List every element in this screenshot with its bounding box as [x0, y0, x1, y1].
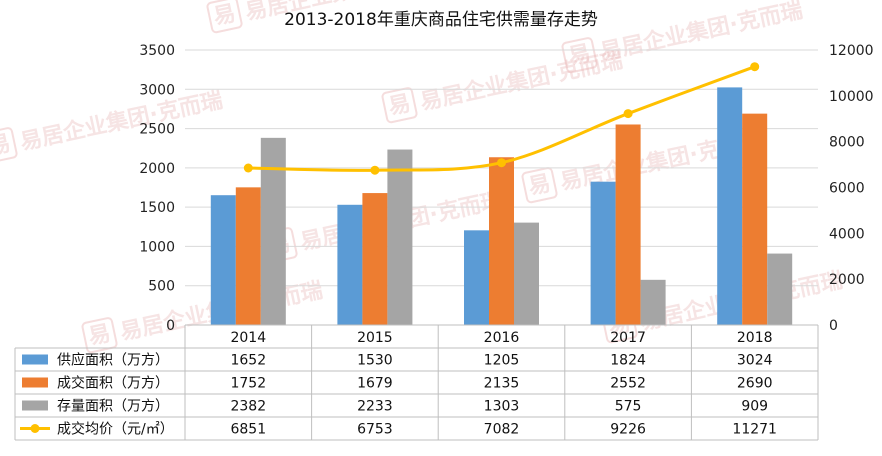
legend-label: 存量面积（万方）: [57, 399, 169, 415]
y-right-tick-label: 10000: [829, 89, 874, 105]
watermark-seal-text: 易: [86, 321, 113, 350]
data-label: 3024: [737, 353, 773, 369]
x-tick-label: 2015: [357, 330, 393, 346]
bar: [615, 124, 641, 325]
data-label: 1652: [230, 353, 266, 369]
y-left-tick-label: 2500: [139, 122, 175, 138]
data-label: 6851: [230, 422, 266, 438]
line-point: [750, 62, 760, 72]
data-label: 1303: [484, 399, 520, 415]
y-right-tick-label: 8000: [829, 135, 865, 151]
y-left-tick-label: 1500: [139, 200, 175, 216]
legend-swatch: [22, 354, 48, 365]
data-label: 11271: [732, 422, 777, 438]
bar: [489, 157, 514, 325]
y-axis-right: 0 2000 4000 6000 8000 10000 12000: [829, 43, 874, 334]
watermark-text: 易居企业集团·克而瑞: [598, 0, 805, 65]
watermark-seal-text: 易: [526, 171, 553, 200]
chart-title: 2013-2018年重庆商品住宅供需量存走势: [284, 10, 598, 30]
bar: [210, 195, 236, 325]
y-left-tick-label: 3500: [139, 43, 175, 59]
legend-label: 成交面积（万方）: [57, 375, 169, 392]
data-label: 1530: [357, 353, 393, 369]
bar: [640, 279, 666, 325]
legend-swatch: [22, 400, 48, 411]
watermark-seal-text: 易: [211, 1, 238, 30]
y-right-tick-label: 4000: [829, 226, 865, 242]
data-label: 1205: [484, 353, 520, 369]
data-label: 2382: [230, 399, 266, 415]
bar: [717, 87, 743, 326]
watermark-text: 易居企业集团·克而瑞: [18, 87, 225, 155]
legend-label: 成交均价（元/㎡）: [57, 421, 174, 438]
data-label: 2135: [484, 376, 520, 392]
data-label: 575: [615, 399, 642, 415]
y-left-tick-label: 0: [166, 318, 175, 334]
legend-marker: [30, 424, 40, 433]
watermark: 易易居企业集团·克而瑞: [0, 87, 225, 164]
watermark-seal-icon: [521, 167, 558, 204]
y-left-tick-label: 2000: [139, 161, 175, 177]
watermark-seal-text: 易: [386, 91, 413, 120]
line-point: [497, 158, 506, 168]
bar-series: [210, 87, 793, 326]
legend-swatch: [22, 377, 48, 388]
y-right-tick-label: 6000: [829, 181, 865, 197]
legend-label: 供应面积（万方）: [57, 352, 169, 369]
y-left-tick-label: 3000: [139, 82, 175, 98]
watermark-seal-text: 易: [566, 41, 593, 70]
bar: [590, 181, 616, 325]
data-label: 7082: [484, 422, 520, 438]
bar: [337, 204, 363, 325]
watermark-seal-icon: [0, 127, 18, 164]
y-axis-left: 0 500 1000 1500 2000 2500 3000 3500: [139, 43, 175, 334]
data-label: 1679: [357, 376, 393, 392]
data-label: 9226: [610, 422, 646, 438]
x-tick-label: 2018: [737, 330, 773, 346]
y-right-tick-label: 2000: [829, 272, 865, 288]
data-label: 1752: [230, 376, 266, 392]
y-left-tick-label: 500: [148, 279, 175, 295]
watermark-seal-text: 易: [0, 131, 13, 160]
data-label: 1824: [610, 353, 646, 369]
data-label: 2233: [357, 399, 393, 415]
bar: [387, 149, 413, 325]
watermark-seal-icon: [561, 37, 598, 74]
y-left-tick-label: 1000: [139, 239, 175, 255]
watermark-seal-icon: [81, 317, 118, 354]
watermark: 易易居企业集团·克而瑞: [381, 47, 625, 124]
bar: [514, 222, 539, 325]
watermark-seal-icon: [206, 0, 243, 34]
watermark-text: 易居企业集团·克而瑞: [418, 47, 625, 115]
y-right-tick-label: 12000: [829, 43, 874, 59]
bar: [260, 137, 286, 325]
bar: [742, 113, 768, 326]
data-label: 6753: [357, 422, 393, 438]
bar: [362, 193, 388, 325]
line-point: [370, 165, 380, 175]
data-table: 2014 2015 2016 2017 2018 供应面积（万方） 1652 1530 1205…: [14, 324, 819, 441]
data-label: 2690: [737, 376, 773, 392]
data-label: 2552: [610, 376, 646, 392]
y-right-tick-label: 0: [829, 318, 838, 334]
x-tick-label: 2016: [484, 330, 520, 346]
bar: [235, 187, 261, 325]
line-series: [243, 62, 760, 175]
line-point: [243, 163, 253, 173]
x-tick-label: 2014: [230, 330, 266, 346]
x-tick-label: 2017: [610, 330, 646, 346]
bar: [767, 253, 793, 325]
line-point: [623, 109, 633, 119]
bar: [464, 230, 489, 325]
watermark-seal-icon: [381, 87, 418, 124]
data-label: 909: [741, 399, 768, 415]
